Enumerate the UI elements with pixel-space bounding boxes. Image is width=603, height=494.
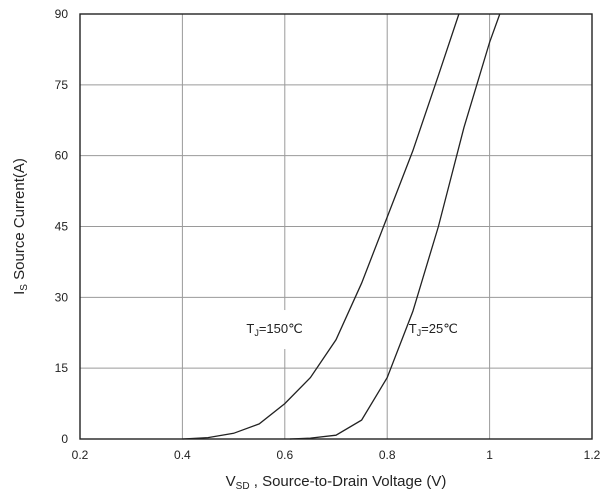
y-tick-label: 45 bbox=[55, 220, 69, 234]
y-axis-label-rest: Source Current(A) bbox=[11, 158, 28, 284]
annotations: TJ=150℃ TJ=25℃ bbox=[246, 321, 457, 338]
annotation-sub: J bbox=[254, 328, 259, 338]
x-axis-label-rest: , Source-to-Drain Voltage (V) bbox=[250, 473, 447, 490]
y-tick-label: 75 bbox=[55, 78, 69, 92]
annotation-rest: =25℃ bbox=[421, 321, 458, 336]
x-tick-labels: 0.2 0.4 0.6 0.8 1 1.2 bbox=[72, 448, 601, 462]
x-tick-label: 0.6 bbox=[276, 448, 293, 462]
y-tick-label: 90 bbox=[55, 7, 69, 21]
x-tick-label: 0.2 bbox=[72, 448, 89, 462]
x-axis-label-sub: SD bbox=[236, 481, 250, 492]
annotation-background bbox=[238, 310, 311, 350]
annotation-rest: =150℃ bbox=[259, 321, 303, 336]
x-tick-label: 0.4 bbox=[174, 448, 191, 462]
x-tick-label: 1.2 bbox=[584, 448, 601, 462]
series-lines bbox=[182, 13, 501, 440]
y-axis-label-sub: S bbox=[19, 284, 30, 291]
x-axis-label-main: V bbox=[226, 473, 236, 490]
x-axis-label: VSD , Source-to-Drain Voltage (V) bbox=[226, 473, 447, 492]
y-tick-label: 60 bbox=[55, 149, 69, 163]
annotation-label: TJ=25℃ bbox=[409, 321, 458, 338]
series-line-tj-25c bbox=[289, 13, 501, 440]
x-tick-label: 0.8 bbox=[379, 448, 396, 462]
x-tick-label: 1 bbox=[486, 448, 493, 462]
annotation-main: T bbox=[246, 321, 254, 336]
y-axis-label: IS Source Current(A) bbox=[11, 158, 30, 295]
y-tick-labels: 0 15 30 45 60 75 90 bbox=[55, 7, 69, 446]
y-tick-label: 0 bbox=[61, 432, 68, 446]
annotation-backgrounds bbox=[238, 310, 466, 350]
y-tick-label: 30 bbox=[55, 290, 69, 304]
y-tick-label: 15 bbox=[55, 361, 69, 375]
grid-lines bbox=[80, 14, 592, 439]
y-axis-label-main: I bbox=[11, 291, 28, 295]
annotation-sub: J bbox=[417, 328, 422, 338]
annotation-label: TJ=150℃ bbox=[246, 321, 302, 338]
annotation-main: T bbox=[409, 321, 417, 336]
annotation-background bbox=[400, 310, 466, 350]
series-line-tj-150c bbox=[182, 13, 460, 440]
plot-frame bbox=[79, 13, 593, 440]
